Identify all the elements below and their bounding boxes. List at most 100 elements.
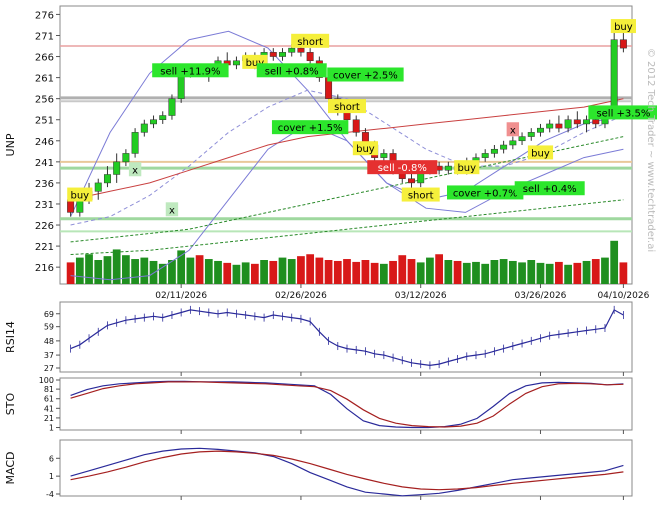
signal-text: sell +11.9% (160, 66, 220, 77)
signal-label-buy: buy (454, 160, 480, 175)
signal-box (67, 187, 93, 202)
volume-bar (518, 262, 526, 284)
signal-text: sell -0.8% (378, 163, 427, 174)
volume-bar (103, 256, 112, 284)
volume-bar (573, 262, 582, 284)
signal-box (588, 105, 657, 120)
price-ylabel: UNP (4, 133, 17, 156)
candle-body (352, 119, 360, 133)
volume-bar (389, 260, 397, 284)
volume-bar (564, 264, 572, 284)
signal-box (128, 162, 142, 177)
sto-red-line (70, 381, 624, 428)
price-ytick-label: 276 (35, 10, 54, 21)
candle-body (103, 174, 111, 184)
signal-box (446, 185, 524, 200)
date-label: 02/11/2026 (155, 291, 207, 301)
volume-bar (85, 254, 93, 284)
candle-body (131, 132, 139, 154)
candle-body (150, 119, 157, 125)
signal-text: buy (531, 148, 550, 159)
signal-box (152, 63, 229, 78)
volume-bar (232, 264, 241, 284)
candle-body (122, 153, 130, 163)
volume-bar (591, 259, 600, 284)
signal-box (327, 67, 404, 82)
candle-body (269, 52, 277, 57)
candle-body (94, 182, 102, 192)
signal-text: x (132, 165, 138, 176)
signal-text: cover +2.5% (333, 71, 398, 82)
signal-label-stop: x (128, 162, 142, 177)
rsi-ytick-label: 37 (44, 351, 54, 360)
price-ytick-label: 246 (35, 137, 54, 148)
candle-body (67, 199, 75, 213)
volume-bar (582, 260, 591, 284)
volume-bar (186, 257, 195, 284)
volume-bar (536, 262, 545, 284)
macd-blue-line (70, 447, 624, 497)
signal-label-cover: cover +1.5% (271, 120, 349, 135)
signal-text: x (510, 125, 516, 136)
signal-box (367, 160, 438, 175)
candle-body (573, 119, 581, 125)
volume-bar (490, 260, 499, 284)
signal-text: sell +3.5% (596, 108, 650, 119)
volume-bar (195, 255, 204, 284)
candle-body (537, 127, 544, 133)
signal-label-stop: x (165, 202, 179, 217)
price-ytick-label: 221 (35, 242, 54, 253)
signal-text: buy (457, 163, 476, 174)
signal-box (256, 63, 327, 78)
macd-ytick-label: -4 (46, 490, 54, 499)
candle-body (76, 199, 84, 213)
volume-bar (435, 254, 444, 284)
volume-bar (297, 256, 305, 284)
sto-ytick-label: 100 (39, 376, 54, 385)
macd-ytick-label: 6 (49, 454, 54, 463)
signal-box (514, 181, 585, 196)
volume-bar (601, 257, 609, 284)
price-ytick-label: 251 (35, 116, 54, 127)
signal-text: cover +0.7% (453, 188, 518, 199)
volume-bar (131, 259, 139, 284)
candle-body (288, 47, 296, 53)
macd-panel (59, 439, 633, 497)
candle-body (610, 39, 618, 112)
ma-green-dash-2 (70, 199, 624, 255)
volume-bar (287, 259, 296, 284)
sto-ylabel: STO (4, 392, 17, 415)
sto-ytick-label: 61 (44, 395, 54, 404)
candle-body (279, 52, 286, 57)
candle-body (140, 123, 148, 133)
signal-box (291, 33, 330, 48)
candle-body (232, 60, 240, 66)
sto-blue-line (70, 380, 624, 429)
volume-bar (481, 263, 490, 284)
signal-label-stop_red: x (506, 122, 520, 137)
sto-ytick-label: 1 (49, 424, 54, 433)
signal-label-sell: sell +0.4% (514, 181, 585, 196)
signal-text: cover +1.5% (278, 123, 343, 134)
volume-bar (223, 262, 232, 284)
volume-bar (416, 262, 425, 284)
volume-bar (333, 260, 342, 284)
volume-bar (204, 259, 213, 284)
volume-bar (610, 240, 619, 284)
volume-bar (370, 262, 379, 284)
signal-box (271, 120, 349, 135)
candle-body (113, 161, 121, 175)
sto-ytick-label: 41 (44, 404, 54, 413)
volume-bar (168, 260, 176, 284)
signal-label-short: short (291, 33, 330, 48)
signal-label-short: short (328, 99, 366, 114)
volume-bar (324, 260, 333, 284)
volume-bar (269, 260, 278, 284)
date-label: 03/12/2026 (395, 291, 447, 301)
watermark: © 2012 Tech Trader ~ www.techtrader.ai (645, 48, 656, 252)
volume-bar (545, 263, 554, 284)
macd-ylabel: MACD (4, 452, 17, 485)
signal-text: sell +0.8% (265, 66, 319, 77)
signal-box (506, 122, 520, 137)
